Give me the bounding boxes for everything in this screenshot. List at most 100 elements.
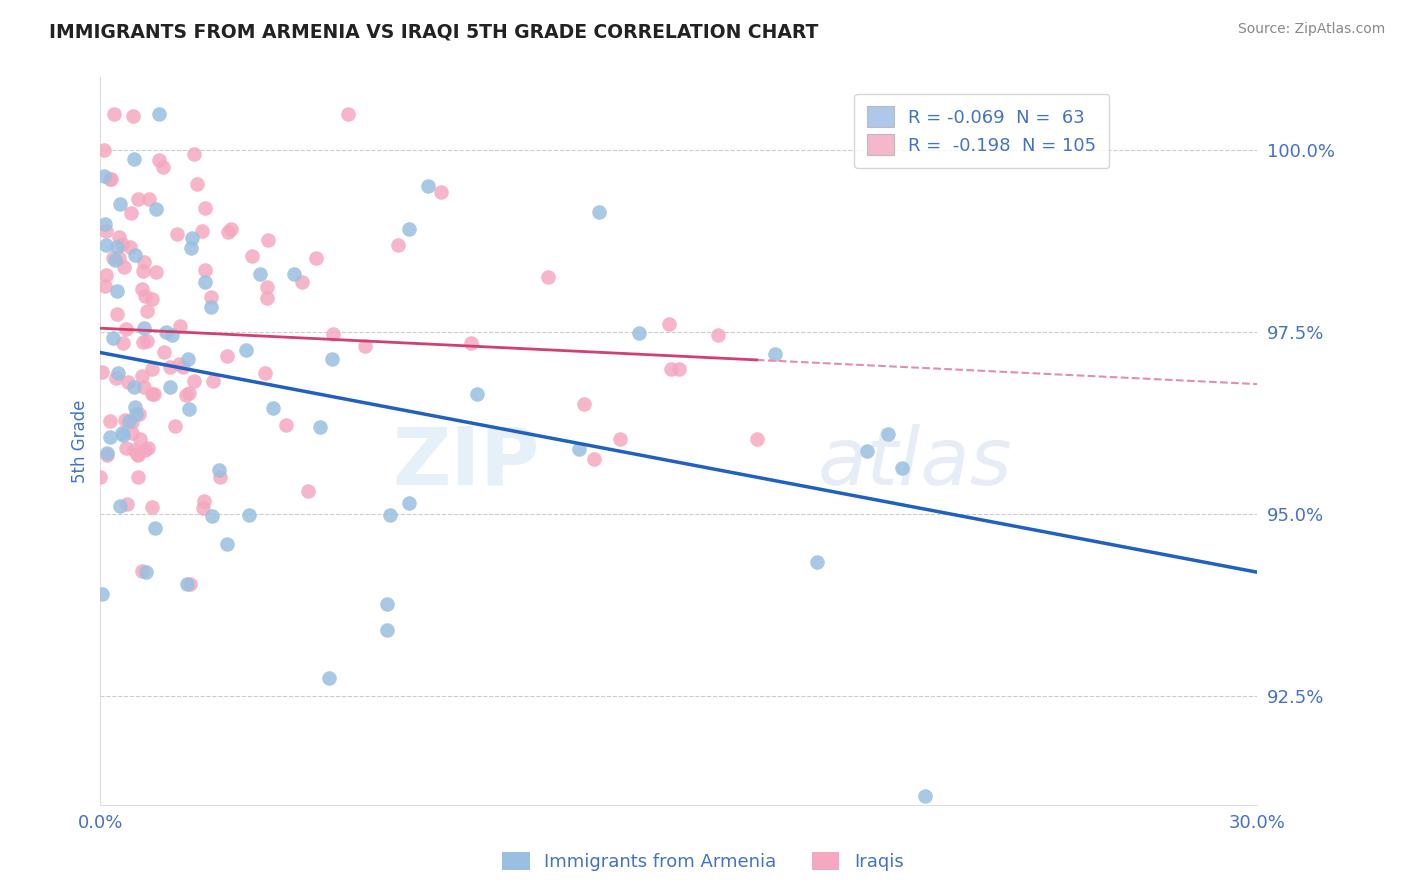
Point <box>380 508 402 523</box>
Point <box>200 290 222 304</box>
Point <box>131 369 153 384</box>
Point <box>430 185 453 199</box>
Point <box>177 352 200 367</box>
Point <box>256 291 278 305</box>
Point <box>148 107 170 121</box>
Point <box>131 282 153 296</box>
Point <box>103 107 125 121</box>
Point <box>115 321 138 335</box>
Point <box>91 586 114 600</box>
Point <box>582 452 605 467</box>
Point <box>159 360 181 375</box>
Point <box>321 352 343 367</box>
Point <box>124 400 146 414</box>
Point <box>105 371 128 385</box>
Point <box>174 388 197 402</box>
Point <box>167 357 190 371</box>
Point <box>856 443 879 458</box>
Point <box>125 407 148 421</box>
Point <box>94 238 117 252</box>
Point <box>193 494 215 508</box>
Point <box>387 238 409 252</box>
Point <box>96 448 118 462</box>
Point <box>135 304 157 318</box>
Point <box>145 202 167 216</box>
Point <box>763 347 786 361</box>
Point <box>179 241 201 255</box>
Point <box>208 463 231 477</box>
Point <box>105 307 128 321</box>
Text: Source: ZipAtlas.com: Source: ZipAtlas.com <box>1237 22 1385 37</box>
Point <box>132 254 155 268</box>
Point <box>131 565 153 579</box>
Point <box>134 380 156 394</box>
Point <box>141 292 163 306</box>
Point <box>567 442 589 457</box>
Point <box>418 178 440 193</box>
Point <box>398 221 420 235</box>
Point <box>194 275 217 289</box>
Point <box>179 576 201 591</box>
Point <box>283 267 305 281</box>
Point <box>101 331 124 345</box>
Point <box>128 407 150 421</box>
Point <box>249 267 271 281</box>
Point <box>322 326 344 341</box>
Point <box>132 264 155 278</box>
Point <box>124 248 146 262</box>
Point <box>122 442 145 457</box>
Point <box>107 366 129 380</box>
Point <box>94 224 117 238</box>
Point <box>127 470 149 484</box>
Point <box>337 107 360 121</box>
Point <box>98 414 121 428</box>
Point <box>262 401 284 416</box>
Point <box>152 160 174 174</box>
Point <box>93 169 115 183</box>
Point <box>914 789 936 804</box>
Point <box>100 171 122 186</box>
Point <box>354 339 377 353</box>
Point <box>202 374 225 388</box>
Point <box>105 239 128 253</box>
Point <box>111 336 134 351</box>
Point <box>138 192 160 206</box>
Point <box>122 152 145 166</box>
Point <box>160 327 183 342</box>
Point <box>148 153 170 167</box>
Point <box>107 229 129 244</box>
Point <box>706 327 728 342</box>
Point <box>94 217 117 231</box>
Point <box>105 284 128 298</box>
Point <box>572 397 595 411</box>
Point <box>256 279 278 293</box>
Point <box>143 521 166 535</box>
Point <box>108 251 131 265</box>
Point <box>121 415 143 429</box>
Point <box>94 268 117 283</box>
Point <box>375 597 398 611</box>
Point <box>235 343 257 357</box>
Text: atlas: atlas <box>817 424 1012 502</box>
Point <box>108 197 131 211</box>
Point <box>375 624 398 638</box>
Point <box>104 252 127 267</box>
Point <box>465 387 488 401</box>
Point <box>274 417 297 432</box>
Point <box>134 320 156 334</box>
Point <box>111 236 134 251</box>
Point <box>177 386 200 401</box>
Point <box>94 279 117 293</box>
Point <box>112 428 135 442</box>
Point <box>658 318 681 332</box>
Point <box>114 413 136 427</box>
Point <box>141 387 163 401</box>
Point <box>127 192 149 206</box>
Point <box>201 509 224 524</box>
Point <box>127 447 149 461</box>
Point <box>215 349 238 363</box>
Point <box>191 224 214 238</box>
Text: IMMIGRANTS FROM ARMENIA VS IRAQI 5TH GRADE CORRELATION CHART: IMMIGRANTS FROM ARMENIA VS IRAQI 5TH GRA… <box>49 22 818 41</box>
Legend: R = -0.069  N =  63, R =  -0.198  N = 105: R = -0.069 N = 63, R = -0.198 N = 105 <box>855 94 1109 168</box>
Point <box>209 470 232 484</box>
